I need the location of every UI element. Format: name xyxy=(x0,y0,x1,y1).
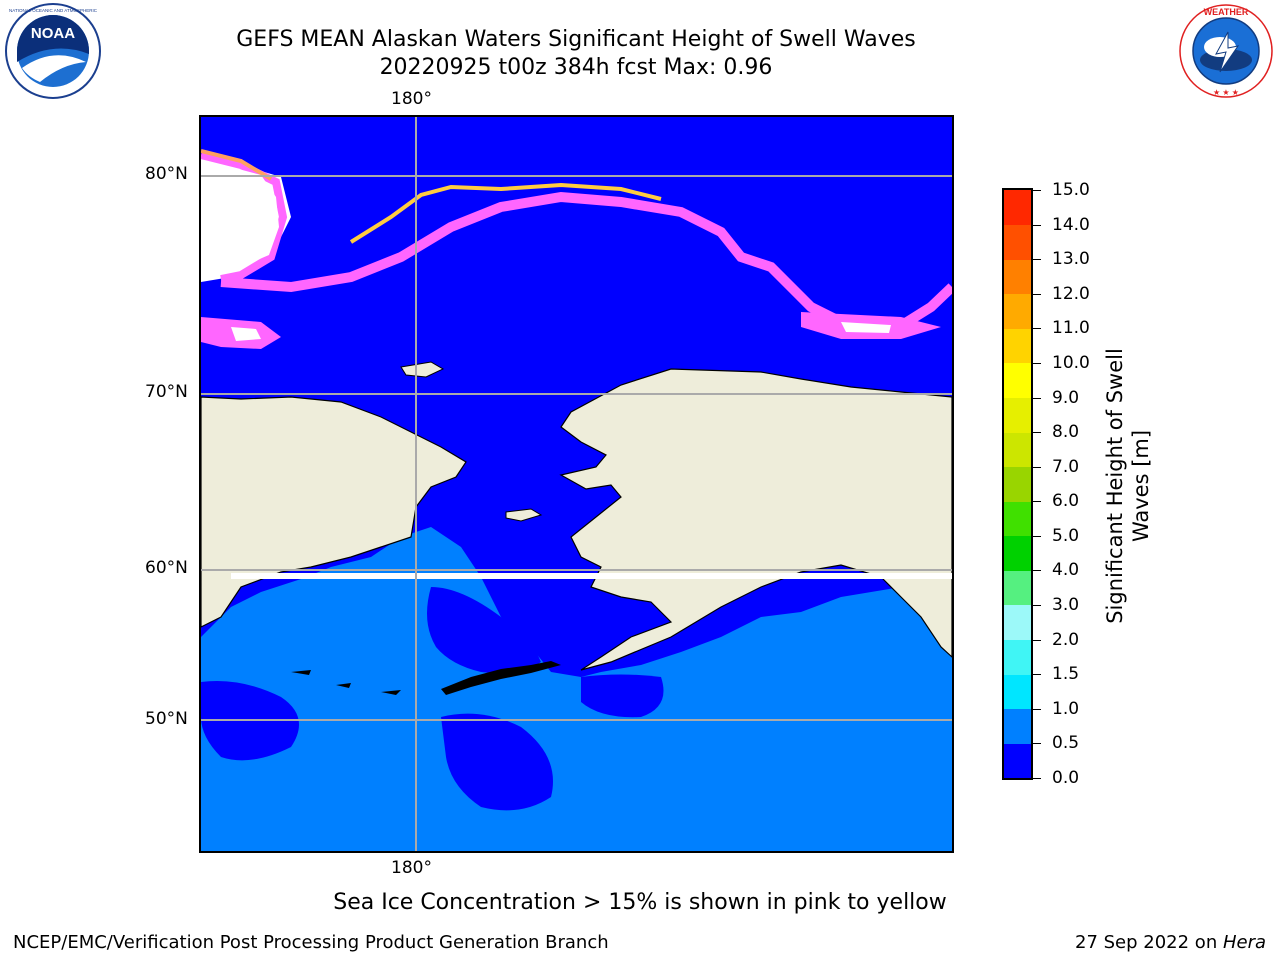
colorbar-tick-label: 13.0 xyxy=(1052,249,1090,270)
colorbar-segment xyxy=(1004,639,1031,675)
ocean-low-swell-patch xyxy=(441,713,553,811)
colorbar-segment xyxy=(1004,190,1031,225)
colorbar-tick xyxy=(1033,432,1041,434)
colorbar-tick xyxy=(1033,708,1041,710)
lat-label-60n: 60°N xyxy=(145,558,188,578)
colorbar-segment xyxy=(1004,432,1031,468)
chart-title: GEFS MEAN Alaskan Waters Significant Hei… xyxy=(236,27,916,52)
colorbar-tick-label: 12.0 xyxy=(1052,283,1090,304)
colorbar-tick-label: 7.0 xyxy=(1052,456,1080,477)
svg-text:NATIONAL OCEANIC AND ATMOSPHER: NATIONAL OCEANIC AND ATMOSPHERIC xyxy=(9,8,98,13)
colorbar-tick xyxy=(1033,362,1041,364)
land-wrangel xyxy=(400,361,445,378)
colorbar-segment xyxy=(1004,674,1031,710)
colorbar-segment xyxy=(1004,259,1031,295)
colorbar-tick xyxy=(1033,535,1041,537)
colorbar-segment xyxy=(1004,501,1031,537)
colorbar-tick-label: 10.0 xyxy=(1052,352,1090,373)
ocean-low-swell xyxy=(201,117,952,147)
lon-label-top: 180° xyxy=(391,89,432,109)
map-canvas xyxy=(201,117,952,851)
colorbar-segment xyxy=(1004,224,1031,260)
colorbar-tick xyxy=(1033,397,1041,399)
lat-label-80n: 80°N xyxy=(145,164,188,184)
lon-label-bottom: 180° xyxy=(391,858,432,878)
ocean-low-swell-patch xyxy=(427,587,541,674)
colorbar-segment xyxy=(1004,743,1031,779)
colorbar-segment xyxy=(1004,570,1031,606)
ocean-mid-swell xyxy=(201,527,952,851)
ocean-low-swell-patch xyxy=(581,674,664,718)
lat-label-70n: 70°N xyxy=(145,382,188,402)
colorbar-tick xyxy=(1033,466,1041,468)
colorbar-tick xyxy=(1033,674,1041,676)
nws-logo: WEATHER ★ ★ ★ xyxy=(1176,2,1276,100)
sea-ice-note: Sea Ice Concentration > 15% is shown in … xyxy=(333,890,947,915)
colorbar-tick xyxy=(1033,778,1041,779)
colorbar-segment xyxy=(1004,466,1031,502)
svg-text:★ ★ ★: ★ ★ ★ xyxy=(1213,88,1239,97)
colorbar-tick-label: 14.0 xyxy=(1052,214,1090,235)
data-gap-band xyxy=(231,573,952,579)
colorbar-tick-label: 15.0 xyxy=(1052,180,1090,200)
colorbar-tick xyxy=(1033,501,1041,503)
colorbar-tick-label: 2.0 xyxy=(1052,629,1080,650)
sea-ice-white xyxy=(226,167,279,269)
footer-date-text: 27 Sep 2022 on xyxy=(1075,932,1223,953)
colorbar-tick-label: 1.5 xyxy=(1052,664,1080,685)
footer-date: 27 Sep 2022 on Hera xyxy=(1075,932,1266,953)
colorbar-tick xyxy=(1033,328,1041,330)
colorbar-segment xyxy=(1004,328,1031,364)
sea-ice-patch xyxy=(841,322,891,333)
colorbar-tick-label: 1.0 xyxy=(1052,698,1080,719)
colorbar xyxy=(1002,188,1033,780)
colorbar-tick-label: 0.5 xyxy=(1052,733,1080,754)
noaa-logo: NOAA NATIONAL OCEANIC AND ATMOSPHERIC xyxy=(2,2,104,100)
colorbar-segment xyxy=(1004,535,1031,571)
colorbar-tick xyxy=(1033,605,1041,607)
colorbar-segment xyxy=(1004,708,1031,744)
colorbar-tick-label: 4.0 xyxy=(1052,560,1080,581)
colorbar-tick-label: 0.0 xyxy=(1052,768,1080,788)
colorbar-tick xyxy=(1033,639,1041,641)
sea-ice-band xyxy=(349,182,662,244)
colorbar-tick-label: 9.0 xyxy=(1052,387,1080,408)
colorbar-tick xyxy=(1033,293,1041,295)
colorbar-tick xyxy=(1033,743,1041,745)
land-st-lawrence xyxy=(505,508,543,522)
footer-host: Hera xyxy=(1222,932,1266,953)
map-panel xyxy=(199,115,954,853)
colorbar-tick-label: 5.0 xyxy=(1052,525,1080,546)
colorbar-segment xyxy=(1004,293,1031,329)
colorbar-tick-label: 6.0 xyxy=(1052,491,1080,512)
colorbar-tick xyxy=(1033,190,1041,191)
svg-text:WEATHER: WEATHER xyxy=(1204,7,1249,17)
sea-ice-patch xyxy=(231,327,261,341)
colorbar-segment xyxy=(1004,362,1031,398)
footer-credit: NCEP/EMC/Verification Post Processing Pr… xyxy=(13,932,609,953)
colorbar-label-line1: Significant Height of Swell xyxy=(1103,348,1127,624)
colorbar-tick xyxy=(1033,224,1041,226)
land-aleutians xyxy=(441,661,561,695)
colorbar-tick-label: 3.0 xyxy=(1052,595,1080,616)
sea-ice-band xyxy=(201,149,273,181)
svg-text:NOAA: NOAA xyxy=(31,25,75,42)
chart-subtitle: 20220925 t00z 384h fcst Max: 0.96 xyxy=(379,55,773,80)
colorbar-segment xyxy=(1004,605,1031,641)
sea-ice-band xyxy=(201,151,288,283)
colorbar-segment xyxy=(1004,397,1031,433)
colorbar-tick-label: 8.0 xyxy=(1052,422,1080,443)
colorbar-tick xyxy=(1033,259,1041,261)
colorbar-label-line2: Waves [m] xyxy=(1129,429,1153,543)
colorbar-label: Significant Height of Swell Waves [m] xyxy=(1102,348,1154,624)
colorbar-tick-label: 11.0 xyxy=(1052,318,1090,339)
colorbar-tick xyxy=(1033,570,1041,572)
lat-label-50n: 50°N xyxy=(145,709,188,729)
land-aleutians xyxy=(291,670,401,695)
